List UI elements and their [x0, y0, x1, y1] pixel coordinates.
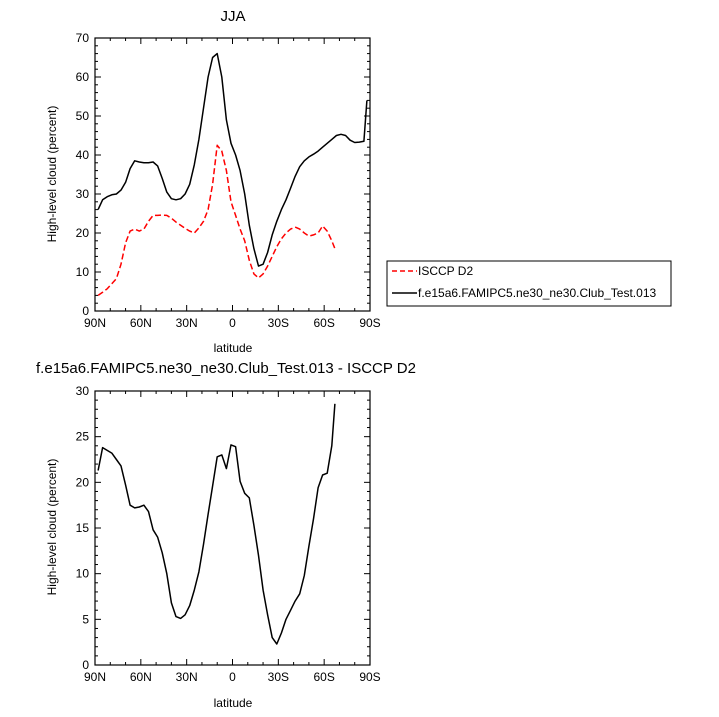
y-tick-label: 60: [76, 70, 90, 84]
bottom-chart-title: f.e15a6.FAMIPC5.ne30_ne30.Club_Test.013 …: [36, 360, 416, 377]
y-tick-label: 40: [76, 148, 90, 162]
y-tick-label: 10: [76, 265, 90, 279]
y-tick-label: 70: [76, 31, 90, 45]
bottom-panel: f.e15a6.FAMIPC5.ne30_ne30.Club_Test.013 …: [36, 360, 416, 710]
series-line-1: [97, 52, 368, 267]
y-tick-label: 25: [76, 430, 90, 444]
top-x-axis-title: latitude: [214, 341, 253, 355]
plot-frame: [94, 390, 371, 666]
x-tick-label: 90S: [359, 316, 380, 330]
plot-frame: [94, 37, 371, 312]
x-tick-label: 90N: [84, 316, 106, 330]
series-line-0: [97, 144, 336, 297]
y-tick-label: 30: [76, 187, 90, 201]
x-tick-label: 60N: [130, 670, 152, 684]
x-tick-label: 30N: [176, 670, 198, 684]
legend-label-model: f.e15a6.FAMIPC5.ne30_ne30.Club_Test.013: [418, 286, 656, 300]
top-plot-area: 90N 60N 30N 0 30S 60S 90S 0 10 20 30 40 50 60 70: [76, 31, 381, 330]
x-tick-label: 0: [229, 316, 236, 330]
y-tick-label: 50: [76, 109, 90, 123]
legend-box: [386, 260, 672, 307]
top-panel: JJA 90N 60N 30N 0 30S 60S 90S 0 10 20 30 40 50 60 70 l…: [45, 8, 381, 355]
x-tick-label: 60N: [130, 316, 152, 330]
bottom-plot-area: 90N 60N 30N 0 30S 60S 90S 0 5 10 15 20 25 30: [76, 384, 381, 684]
x-tick-label: 30S: [268, 670, 289, 684]
x-tick-label: 0: [229, 670, 236, 684]
y-tick-label: 15: [76, 521, 90, 535]
y-tick-label: 0: [82, 304, 89, 318]
legend-label-isccp: ISCCP D2: [418, 264, 473, 278]
x-tick-label: 30N: [176, 316, 198, 330]
y-tick-label: 5: [82, 612, 89, 626]
y-tick-label: 30: [76, 384, 90, 398]
x-tick-label: 60S: [313, 316, 334, 330]
legend: ISCCP D2 f.e15a6.FAMIPC5.ne30_ne30.Club_…: [386, 260, 672, 307]
top-y-axis-title: High-level cloud (percent): [45, 106, 59, 243]
y-tick-label: 0: [82, 658, 89, 672]
x-tick-label: 60S: [313, 670, 334, 684]
x-tick-label: 30S: [268, 316, 289, 330]
x-tick-label: 90S: [359, 670, 380, 684]
top-chart-title: JJA: [220, 8, 245, 25]
y-tick-label: 20: [76, 226, 90, 240]
bottom-x-axis-title: latitude: [214, 696, 253, 710]
y-tick-label: 20: [76, 475, 90, 489]
x-tick-label: 90N: [84, 670, 106, 684]
bottom-y-axis-title: High-level cloud (percent): [45, 459, 59, 596]
series-line-0: [97, 403, 336, 645]
y-tick-label: 10: [76, 567, 90, 581]
